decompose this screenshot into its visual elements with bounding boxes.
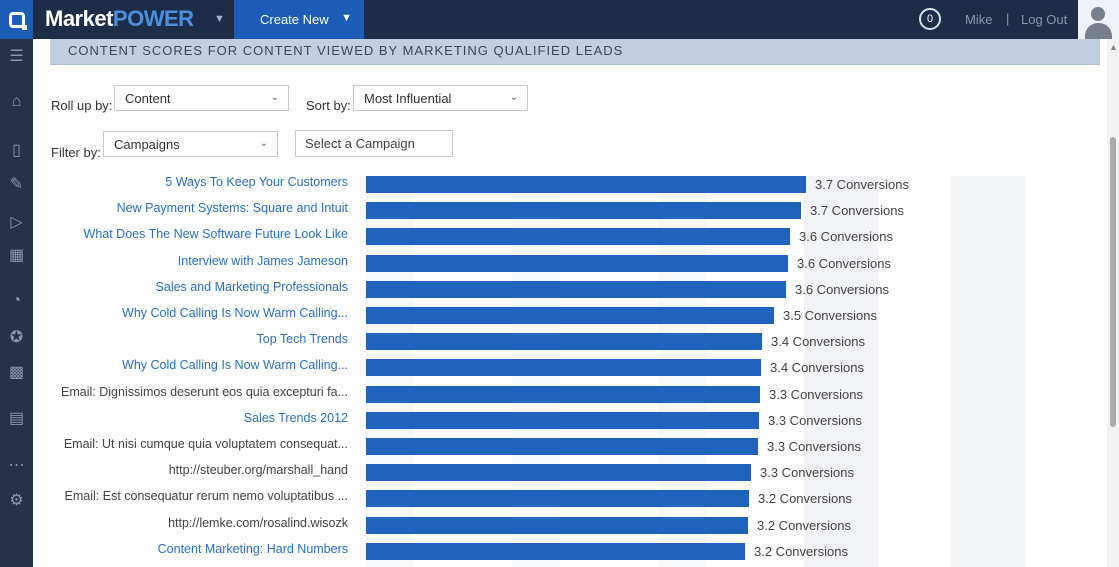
more-icon[interactable]: ⋯: [8, 456, 25, 474]
chart-gridband: [951, 176, 1025, 567]
chart-value-label: 3.7 Conversions: [815, 177, 909, 192]
brand-part-1: Market: [45, 6, 113, 31]
home-icon[interactable]: ⌂: [11, 92, 22, 110]
chart-gridband: [804, 176, 878, 567]
chart-category-label[interactable]: Why Cold Calling Is Now Warm Calling...: [122, 306, 348, 320]
content-icon[interactable]: ▤: [8, 409, 25, 427]
chart-bar[interactable]: [366, 464, 751, 482]
chart-value-label: 3.2 Conversions: [758, 491, 852, 507]
chart-value-label: 3.7 Conversions: [810, 203, 904, 219]
create-new-button[interactable]: Create New ▼: [234, 0, 364, 39]
sort-select-value: Most Influential: [364, 91, 452, 106]
chevron-down-icon: ⌄: [259, 138, 268, 149]
app-logo-icon[interactable]: [0, 0, 33, 39]
filter-select-value: Campaigns: [114, 137, 180, 152]
gear-icon[interactable]: ⚙: [9, 491, 24, 509]
separator: |: [1006, 11, 1010, 26]
chart-bar[interactable]: [366, 280, 786, 298]
chart-category-label[interactable]: Content Marketing: Hard Numbers: [157, 541, 348, 556]
chart-value-label: 3.2 Conversions: [757, 517, 851, 533]
brand-logo[interactable]: MarketPOWER: [45, 6, 194, 32]
chart-bar[interactable]: [366, 438, 758, 455]
scrollbar-thumb[interactable]: [1110, 137, 1116, 427]
sort-select[interactable]: Most Influential ⌄: [353, 85, 528, 111]
chart-value-label: 3.6 Conversions: [799, 229, 893, 245]
chart-value-label: 3.6 Conversions: [795, 281, 889, 297]
chart-bar[interactable]: [366, 385, 760, 403]
clipboard-icon[interactable]: ▯: [12, 141, 21, 159]
rollup-select-value: Content: [125, 91, 171, 106]
top-navigation-bar: MarketPOWER ▼ Create New ▼ 0 Mike | Log …: [0, 0, 1119, 39]
section-header: CONTENT SCORES FOR CONTENT VIEWED BY MAR…: [50, 39, 1100, 65]
filter-label: Filter by:: [51, 145, 101, 160]
chart-bar[interactable]: [366, 411, 759, 429]
chart-value-label: 3.6 Conversions: [797, 255, 891, 271]
chevron-down-icon[interactable]: ▼: [214, 13, 225, 25]
menu-icon[interactable]: ☰: [9, 47, 24, 65]
calendar-icon[interactable]: ▦: [8, 246, 25, 264]
chart-category-label[interactable]: Why Cold Calling Is Now Warm Calling...: [122, 358, 348, 373]
chart-category-label[interactable]: Interview with James Jameson: [177, 253, 348, 268]
sort-label: Sort by:: [306, 98, 351, 113]
chart-bar[interactable]: [366, 307, 774, 324]
megaphone-icon[interactable]: ▷: [10, 213, 23, 231]
rollup-label: Roll up by:: [51, 98, 113, 113]
chart-value-label: 3.3 Conversions: [767, 439, 861, 454]
chart-category-label[interactable]: New Payment Systems: Square and Intuit: [116, 201, 348, 216]
chart-bar[interactable]: [366, 228, 790, 246]
chevron-down-icon: ⌄: [270, 92, 279, 103]
chevron-down-icon: ⌄: [509, 92, 518, 103]
sidebar: ☰ ⌂ ▯ ✎ ▷ ▦ ◔ ✪ ▩ ▤ ⋯ ⚙: [0, 39, 33, 567]
chart-category-label: Email: Ut nisi cumque quia voluptatem co…: [63, 437, 348, 451]
user-name-link[interactable]: Mike: [965, 12, 993, 27]
chart-value-label: 3.3 Conversions: [760, 465, 854, 481]
chevron-down-icon: ▼: [341, 12, 352, 24]
chart-category-label[interactable]: Sales Trends 2012: [243, 410, 348, 425]
user-avatar-icon[interactable]: [1078, 0, 1119, 39]
page-title: CONTENT SCORES FOR CONTENT VIEWED BY MAR…: [68, 43, 624, 58]
chart-bar[interactable]: [366, 176, 806, 193]
chart-bar[interactable]: [366, 254, 788, 272]
chart-value-label: 3.3 Conversions: [768, 412, 862, 428]
chart-category-label: Email: Dignissimos deserunt eos quia exc…: [61, 384, 348, 399]
chart-bar[interactable]: [366, 516, 748, 534]
logout-link[interactable]: Log Out: [1021, 12, 1068, 27]
filter-select[interactable]: Campaigns ⌄: [103, 131, 278, 157]
chart-bar[interactable]: [366, 359, 761, 377]
create-new-label: Create New: [260, 12, 329, 27]
chart-category-label: Email: Est consequatur rerum nemo volupt…: [64, 489, 348, 504]
reports-icon[interactable]: ▩: [8, 363, 25, 381]
chart-category-label[interactable]: Sales and Marketing Professionals: [155, 279, 348, 294]
chart-category-label[interactable]: 5 Ways To Keep Your Customers: [165, 175, 348, 189]
chart-bar[interactable]: [366, 333, 762, 351]
dashboard-icon[interactable]: ◔: [11, 291, 22, 309]
vertical-scrollbar[interactable]: ▲: [1107, 39, 1119, 567]
chart-bar[interactable]: [366, 202, 801, 220]
rollup-select[interactable]: Content ⌄: [114, 85, 289, 111]
campaign-select[interactable]: Select a Campaign: [295, 130, 453, 157]
chart-value-label: 3.5 Conversions: [783, 308, 877, 323]
campaign-select-value: Select a Campaign: [305, 136, 415, 151]
chart-bar[interactable]: [366, 490, 749, 508]
chart-category-label[interactable]: What Does The New Software Future Look L…: [83, 227, 348, 242]
chart-bar[interactable]: [366, 542, 745, 560]
chevron-up-icon[interactable]: ▲: [1109, 42, 1118, 52]
chart-category-label: http://lemke.com/rosalind.wisozk: [168, 515, 348, 530]
chart-category-label[interactable]: Top Tech Trends: [256, 332, 349, 347]
pencil-icon[interactable]: ✎: [9, 175, 24, 193]
star-icon[interactable]: ✪: [9, 328, 24, 346]
chart-value-label: 3.4 Conversions: [770, 360, 864, 376]
chart-value-label: 3.2 Conversions: [754, 543, 848, 559]
chart-value-label: 3.4 Conversions: [771, 334, 865, 350]
chart-category-label: http://steuber.org/marshall_hand: [168, 463, 348, 478]
brand-part-2: POWER: [112, 6, 194, 31]
chart-value-label: 3.3 Conversions: [769, 386, 863, 402]
notification-count-badge[interactable]: 0: [919, 8, 941, 30]
